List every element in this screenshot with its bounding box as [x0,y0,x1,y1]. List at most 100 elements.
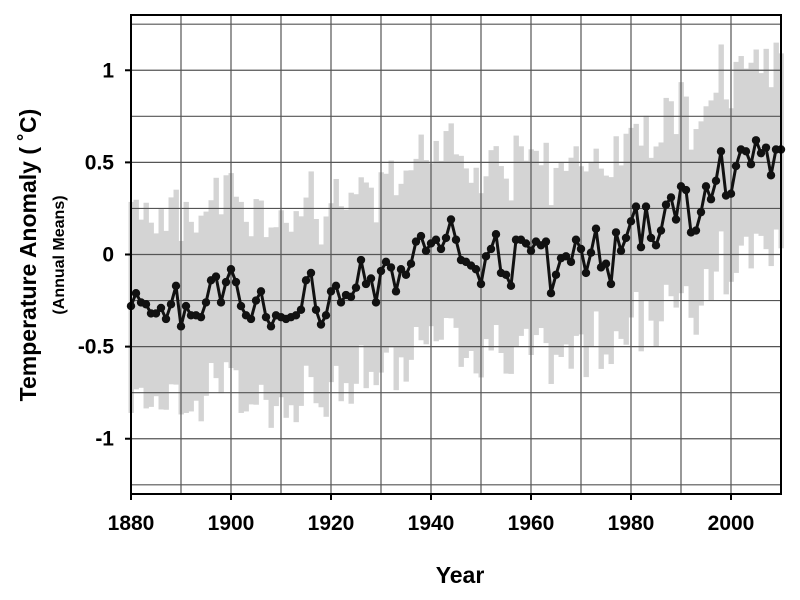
data-point [671,215,681,224]
data-point [526,246,536,256]
temperature-series [126,136,786,331]
x-tick-label: 1940 [408,512,455,535]
y-axis-subtitle: (Annual Means) [51,195,68,314]
data-point [371,298,381,307]
data-point [616,246,626,256]
data-point [376,266,386,276]
data-point [321,311,331,320]
data-point [196,312,206,322]
data-point [131,288,141,298]
data-point [311,305,321,314]
data-point [651,241,661,250]
data-point [156,303,166,313]
data-point [571,235,581,244]
data-point [301,276,311,285]
data-point [741,147,751,156]
data-point [626,217,636,226]
data-point [346,292,356,302]
band-bar [663,97,669,285]
data-point [406,259,416,268]
data-point [646,233,656,243]
y-tick-label: 0.5 [85,151,115,174]
band-bar [498,166,504,353]
data-point [701,182,711,191]
data-point [221,277,231,287]
band-bar [223,175,229,363]
data-point [666,193,676,202]
y-tick-label: -1 [95,428,114,451]
data-point [436,244,446,254]
data-point [381,257,391,267]
x-tick-label: 1960 [508,512,555,535]
data-point [581,268,591,278]
data-point [606,279,616,289]
data-point [746,160,756,169]
band-bar [443,131,449,318]
x-axis-ticks: 1880 1900 1920 1940 1960 1980 2000 [108,494,755,535]
data-point [226,265,236,274]
data-point [561,252,571,261]
data-point [491,230,501,239]
data-point [416,231,426,241]
data-point [331,281,341,291]
data-point [166,300,176,309]
data-point [256,287,266,296]
data-point [431,235,441,244]
data-point [751,136,761,145]
data-point [251,296,261,305]
band-bar [718,44,724,232]
x-tick-label: 1900 [208,512,255,535]
data-point [391,287,401,296]
data-point [261,312,271,322]
data-point [521,239,531,248]
data-point [501,270,511,279]
data-point [576,244,586,254]
data-point [201,298,211,307]
data-point [661,200,671,209]
data-point [481,252,491,261]
data-point [171,281,181,291]
data-point [326,287,336,296]
data-point [731,161,741,171]
x-tick-label: 1880 [108,512,155,535]
x-axis-title: Year [436,562,485,588]
data-point [306,268,316,278]
data-point [211,272,221,281]
data-point [411,237,421,246]
data-point [176,322,186,331]
y-tick-label: 1 [102,59,114,82]
data-point [726,189,736,198]
data-point [601,259,611,268]
data-point [506,281,516,291]
y-axis-ticks: 1 0.5 0 -0.5 -1 [78,59,131,451]
x-tick-label: 1980 [608,512,655,535]
data-point [141,300,151,309]
data-point [471,265,481,274]
data-point [681,185,691,195]
x-tick-label: 2000 [708,512,755,535]
data-point [356,255,366,265]
data-point [611,228,621,237]
data-point [621,233,631,243]
data-point [361,279,371,289]
data-point [161,314,171,324]
data-point [451,235,461,244]
data-point [396,265,406,274]
data-point [716,147,726,156]
data-point [691,226,701,235]
data-point [631,202,641,211]
band-bar [168,197,174,385]
data-point [421,246,431,256]
data-point [151,309,161,318]
data-point [641,202,651,211]
data-point [656,226,666,235]
data-point [566,257,576,267]
data-point [236,301,246,311]
data-point [586,248,596,257]
data-point [766,171,776,180]
data-point [296,305,306,314]
band-bar [333,178,339,366]
data-point [441,233,451,243]
data-point [231,277,241,287]
